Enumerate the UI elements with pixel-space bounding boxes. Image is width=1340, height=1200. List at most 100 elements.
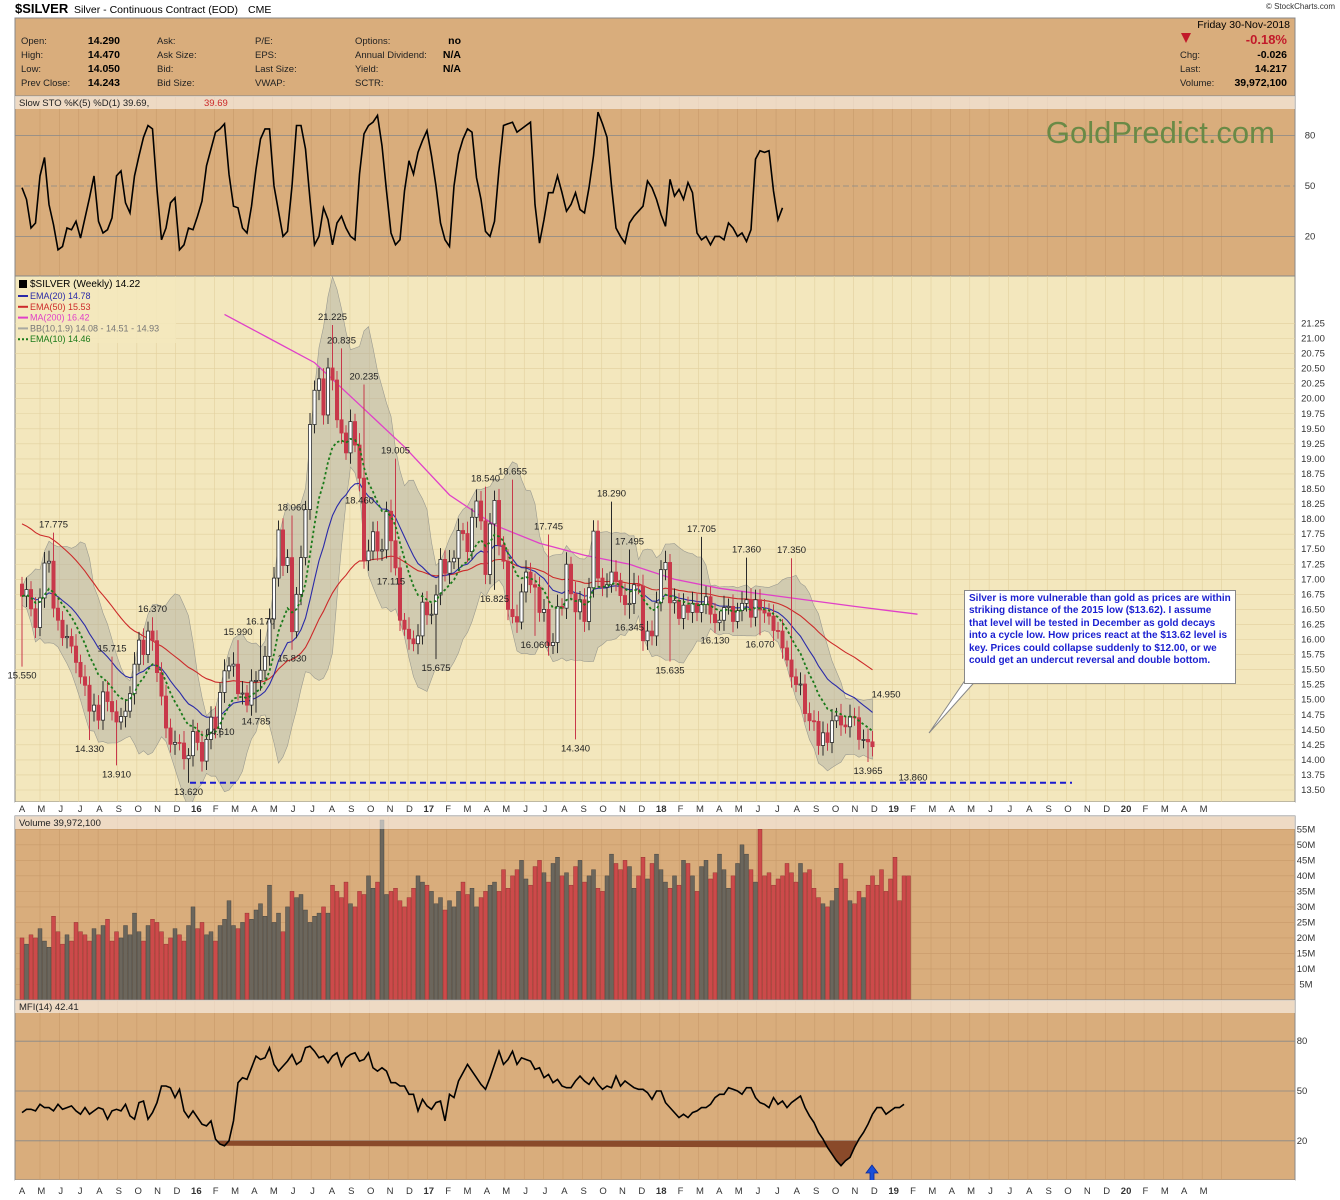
- candle-body: [19, 583, 24, 597]
- candle-body: [330, 367, 335, 381]
- candle-body: [780, 630, 785, 649]
- candle-body: [388, 510, 393, 542]
- x-tick-label: M: [231, 804, 239, 815]
- x-tick-label: A: [1026, 1186, 1033, 1197]
- volume-bar: [807, 869, 812, 1001]
- price-low-label: 18.460: [345, 495, 374, 506]
- y-tick-label: 20: [1305, 231, 1316, 242]
- candle-body: [762, 609, 767, 614]
- candle-body: [672, 599, 677, 604]
- volume-bar: [181, 940, 187, 1001]
- x-tick-label: J: [78, 1186, 83, 1197]
- candle-body: [834, 715, 839, 722]
- y-tick-label: 17.25: [1301, 559, 1325, 570]
- y-tick-label: 15.00: [1301, 695, 1325, 706]
- candle-body: [177, 742, 182, 744]
- volume-bar: [739, 844, 745, 1001]
- volume-bar: [591, 869, 596, 1001]
- candle-body: [154, 640, 159, 674]
- volume-bar: [649, 863, 655, 1001]
- volume-bar: [82, 934, 88, 1001]
- volume-bar: [847, 900, 853, 1001]
- candle-body: [65, 636, 70, 639]
- candle-body: [101, 691, 106, 721]
- volume-bar: [492, 881, 497, 1001]
- volume-bar: [483, 891, 488, 1001]
- candle-body: [420, 601, 425, 637]
- y-tick-label: 21.00: [1301, 334, 1325, 345]
- legend-entry: EMA(50) 15.53: [30, 302, 91, 312]
- candle-body: [758, 599, 763, 611]
- volume-bar: [186, 925, 191, 1001]
- candle-body: [222, 670, 227, 693]
- x-tick-label: A: [329, 804, 336, 815]
- x-tick-label: M: [735, 804, 743, 815]
- x-tick-label: J: [543, 1186, 548, 1197]
- volume-bar: [474, 906, 479, 1001]
- candle-body: [830, 720, 835, 743]
- volume-bar: [676, 884, 682, 1001]
- price-high-label: 17.495: [615, 537, 644, 548]
- volume-bar: [150, 919, 155, 1001]
- volume-bar: [42, 940, 47, 1001]
- x-tick-label: M: [464, 1186, 472, 1197]
- x-tick-label: M: [735, 1186, 743, 1197]
- volume-bar: [609, 853, 614, 1001]
- candle-body: [316, 378, 321, 391]
- candle-body: [623, 595, 628, 605]
- x-tick-label: F: [1143, 804, 1149, 815]
- stockcharts-credit: © StockCharts.com: [1266, 2, 1335, 11]
- x-tick-label: O: [599, 804, 606, 815]
- x-tick-label: D: [1103, 804, 1110, 815]
- candle-body: [555, 605, 560, 643]
- volume-bar: [514, 869, 520, 1001]
- x-tick-label: J: [523, 804, 528, 815]
- volume-bar: [645, 878, 650, 1001]
- x-tick-label: D: [174, 804, 181, 815]
- mfi-legend: MFI(14) 42.41: [19, 1002, 79, 1013]
- volume-bar: [78, 931, 83, 1001]
- candle-body: [429, 613, 434, 616]
- x-tick-label: N: [387, 804, 394, 815]
- volume-bar: [145, 925, 151, 1001]
- volume-bar: [843, 878, 848, 1001]
- x-tick-label: F: [213, 1186, 219, 1197]
- candle-body: [650, 630, 655, 637]
- x-tick-label: S: [1045, 804, 1051, 815]
- volume-bar: [802, 872, 808, 1001]
- volume-bar: [658, 869, 664, 1001]
- x-tick-label: A: [561, 804, 568, 815]
- volume-bar: [690, 875, 695, 1001]
- candle-body: [411, 638, 416, 645]
- volume-bar: [771, 884, 776, 1001]
- x-tick-label: O: [832, 1186, 839, 1197]
- candle-body: [681, 604, 686, 619]
- volume-bar: [204, 934, 209, 1001]
- x-tick-label: M: [696, 1186, 704, 1197]
- volume-bar: [852, 903, 857, 1001]
- volume-bar: [640, 857, 646, 1001]
- candle-body: [276, 529, 281, 579]
- candle-body: [659, 569, 664, 604]
- x-tick-label: 16: [191, 804, 202, 815]
- x-tick-label: M: [1200, 804, 1208, 815]
- legend-entry: MA(200) 16.42: [30, 313, 90, 323]
- candle-body: [533, 584, 538, 588]
- price-low-label: 13.860: [898, 772, 927, 783]
- volume-bar: [897, 900, 902, 1001]
- quote-label: High:: [21, 50, 43, 61]
- volume-bar: [838, 863, 844, 1001]
- candle-body: [145, 630, 150, 655]
- volume-bar: [577, 860, 583, 1001]
- x-tick-label: S: [116, 804, 122, 815]
- volume-bar: [199, 922, 205, 1001]
- x-tick-label: D: [871, 804, 878, 815]
- volume-bar: [703, 860, 709, 1001]
- quote-open-high-low: Open: 14.290 High: 14.470 Low: 14.050 Prev Clo…: [21, 35, 120, 89]
- price-low-label: 14.340: [561, 743, 590, 754]
- volume-bar: [883, 891, 889, 1001]
- volume-bar: [33, 937, 38, 1001]
- x-tick-label: M: [1161, 804, 1169, 815]
- x-tick-label: A: [96, 804, 103, 815]
- volume-bar: [402, 906, 407, 1001]
